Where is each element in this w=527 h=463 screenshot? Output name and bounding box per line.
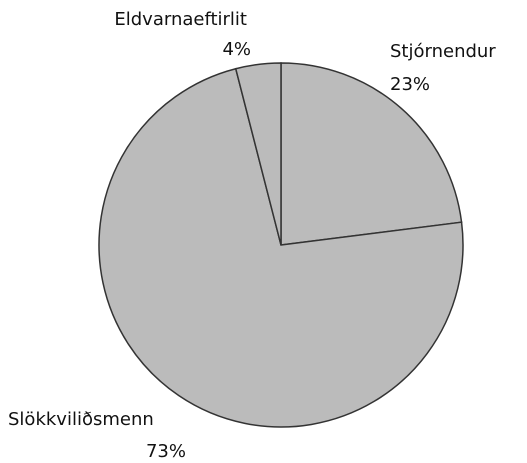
slice-value-label: 73% [146, 441, 186, 462]
pie-slice [234, 62, 282, 246]
slice-label: Stjórnendur [390, 41, 496, 62]
pie-slice [280, 62, 463, 246]
slice-value-label: 4% [222, 39, 251, 60]
pie-slice [98, 67, 464, 428]
slice-label: Slökkviliðsmenn [8, 409, 154, 430]
slice-value-label: 23% [390, 74, 430, 95]
slice-label: Eldvarnaeftirlit [114, 9, 247, 30]
